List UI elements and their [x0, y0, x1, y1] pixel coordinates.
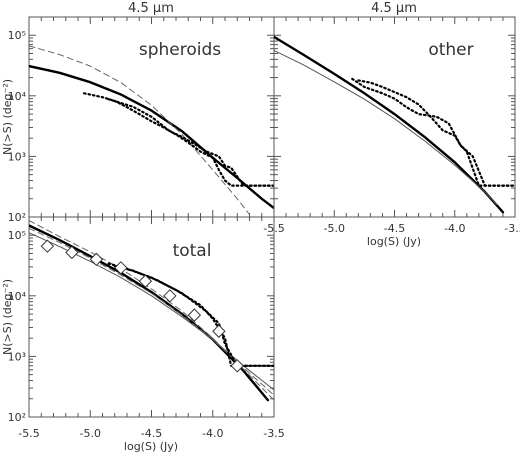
diamond-point: [114, 261, 128, 275]
series-line-dotted: [357, 79, 515, 187]
x-tick-label: -4.5: [141, 427, 162, 440]
x-tick-label: -3.5: [263, 427, 284, 440]
y-tick-label: 10²: [8, 211, 26, 224]
ylabel-total: N(>S) (deg⁻²): [1, 279, 14, 355]
x-tick-label: -5.5: [18, 427, 39, 440]
diamond-point: [230, 359, 244, 373]
series-line-thick: [29, 224, 270, 402]
y-tick-label: 10⁴: [8, 290, 27, 303]
series-line-dotted: [82, 92, 274, 187]
diamond-point: [40, 239, 55, 253]
top-title-left: 4.5 μm: [128, 1, 174, 16]
panel-total-frame: [28, 216, 275, 418]
series-group: [29, 45, 274, 215]
x-tick-label: -3.5: [504, 222, 520, 235]
ylabel-spheroids: N(>S) (deg⁻²): [1, 79, 14, 155]
plot-area-spheroids: 10² 10³ 10⁴ 10⁵: [8, 16, 275, 224]
panel-label-total: total: [173, 241, 212, 261]
diamond-point: [187, 308, 202, 322]
series-line-dotted: [113, 265, 274, 367]
y-tick-label: 10³: [8, 150, 26, 163]
diamond-point: [212, 324, 226, 338]
diamond-point: [138, 274, 153, 288]
panel-label-spheroids: spheroids: [139, 40, 221, 60]
panel-label-other: other: [428, 40, 473, 60]
y-tick-label: 10⁵: [8, 229, 26, 242]
x-tick-label: -4.0: [444, 222, 465, 235]
x-tick-label: -5.0: [80, 427, 101, 440]
series-group: [29, 220, 274, 402]
series-line-thick: [274, 35, 505, 214]
panel-other: 4.5 μm other log(S) (Jy) -5.5 -5.0 -4.5 -4.…: [263, 1, 520, 248]
series-line-thick: [29, 64, 274, 210]
series-line-dotted: [107, 262, 274, 367]
plot-area-other: -5.5-5.0-4.5-4.0-3.5: [263, 16, 520, 235]
plot-area-total: 10² 10³ 10⁴ 10⁵ -5.5 -5.0 -4.5 -4.0 -3.5: [8, 216, 285, 440]
x-tick-label: -5.0: [324, 222, 345, 235]
y-tick-label: 10³: [8, 350, 26, 363]
panel-spheroids: 4.5 μm spheroids N(>S) (deg⁻²) 10² 10³ 10⁴…: [1, 1, 275, 224]
xlabel-other: log(S) (Jy): [367, 235, 421, 248]
series-group: [274, 35, 515, 214]
series-line-dotted: [107, 98, 274, 187]
diamond-point: [163, 289, 177, 303]
y-tick-label: 10⁵: [8, 29, 26, 42]
diamond-point: [89, 252, 104, 267]
panel-total: total N(>S) (deg⁻²) log(S) (Jy) 10²10³10…: [1, 216, 285, 453]
series-line-dashed: [29, 220, 274, 401]
diamond-point: [65, 245, 79, 260]
series-line-dashed: [29, 45, 250, 215]
series-line-thin: [274, 50, 498, 206]
y-tick-label: 10⁴: [8, 90, 27, 103]
y-tick-label: 10²: [8, 411, 26, 424]
series-line-dotted: [351, 77, 515, 187]
top-title-right: 4.5 μm: [371, 1, 417, 16]
x-tick-label: -4.0: [202, 427, 223, 440]
xlabel-total: log(S) (Jy): [124, 440, 178, 453]
x-tick-label: -4.5: [384, 222, 405, 235]
